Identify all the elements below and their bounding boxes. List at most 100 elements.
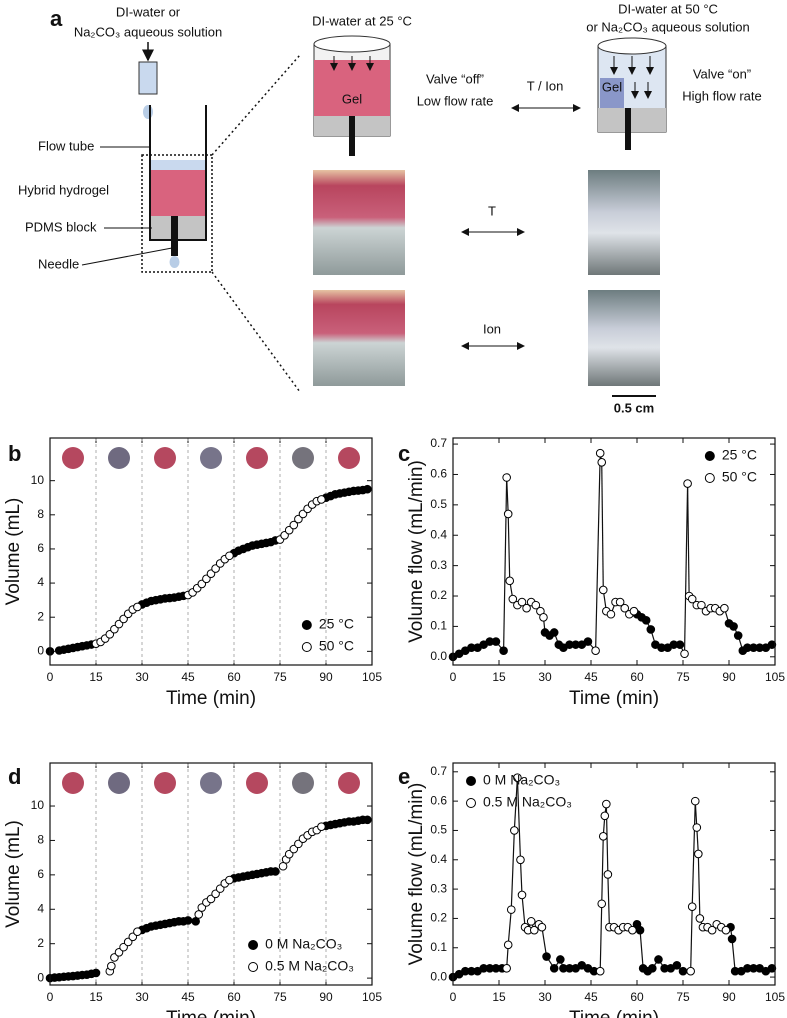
point: [503, 940, 513, 950]
point: [678, 966, 688, 976]
sample-photo: [246, 447, 268, 469]
y-tick-label: 4: [37, 901, 44, 915]
legend: 25 °C 50 °C: [704, 447, 757, 485]
point: [363, 484, 372, 494]
connector: [507, 909, 512, 945]
point: [598, 585, 608, 595]
plot-frame: [452, 437, 776, 666]
y-tick-label: 0.0: [430, 969, 447, 983]
point: [549, 963, 559, 973]
legend-label: 0 M Na₂CO₃: [265, 936, 342, 952]
point: [591, 646, 600, 656]
sample-photo: [108, 772, 130, 794]
legend-label: 25 °C: [722, 447, 757, 463]
point: [133, 927, 142, 936]
plot-frame: [49, 762, 373, 986]
point: [683, 479, 692, 488]
point: [225, 551, 234, 561]
point: [506, 905, 516, 914]
y-tick-label: 4: [37, 575, 44, 589]
x-tick-label: 105: [362, 670, 382, 684]
x-tick-label: 45: [181, 670, 195, 684]
x-tick-label: 45: [584, 990, 598, 1004]
connector: [687, 483, 690, 597]
point: [595, 966, 605, 976]
y-tick-label: 0.1: [430, 940, 447, 954]
chart: b 0 15 30 45 60 75 90 105 0 2 4 6 8 10 Time (min) Volume…: [3, 437, 382, 709]
point: [289, 520, 299, 530]
sample-photo: [62, 447, 84, 469]
point: [363, 815, 372, 825]
point: [635, 925, 645, 935]
x-tick-label: 60: [630, 670, 644, 684]
y-tick-label: 0.6: [430, 467, 447, 481]
sample-photo: [154, 447, 176, 469]
x-tick-label: 90: [722, 990, 736, 1004]
connector: [601, 836, 604, 904]
point: [687, 594, 697, 604]
panel-label: c: [398, 441, 410, 466]
photo: [313, 170, 405, 275]
connector: [516, 777, 522, 860]
point: [595, 448, 605, 458]
point: [767, 963, 777, 973]
point: [529, 925, 539, 935]
connector: [639, 930, 644, 969]
point: [194, 910, 204, 919]
state-text: High flow rate: [682, 88, 761, 103]
gel-block: [600, 78, 624, 108]
legend-marker: [248, 940, 259, 950]
x-tick-label: 0: [450, 990, 457, 1004]
y-tick-label: 0.1: [430, 619, 447, 633]
sample-photo: [246, 772, 268, 794]
point: [606, 609, 616, 619]
point: [697, 600, 706, 610]
point: [317, 822, 326, 831]
point: [675, 640, 685, 649]
part-label: Flow tube: [38, 138, 94, 153]
point: [672, 961, 682, 970]
point: [225, 875, 234, 885]
point: [513, 773, 522, 782]
drop: [169, 256, 180, 268]
x-axis-title: Time (min): [166, 688, 256, 709]
x-tick-label: 60: [227, 990, 241, 1004]
part-label: Hybrid hydrogel: [18, 182, 109, 197]
gel-label: Gel: [342, 91, 362, 106]
point: [522, 603, 531, 613]
x-tick-label: 75: [273, 990, 287, 1004]
point: [597, 458, 607, 467]
y-tick-label: 0.6: [430, 793, 447, 807]
point: [729, 622, 738, 631]
x-tick-label: 90: [319, 670, 333, 684]
point: [641, 616, 651, 625]
x-tick-label: 105: [765, 990, 785, 1004]
chart: d 0 15 30 45 60 75 90 105 0 2 4 6 8 10 Time (min) Volume…: [3, 762, 382, 1018]
point: [499, 646, 508, 656]
state-text: Valve “on”: [693, 66, 751, 81]
y-tick-label: 8: [37, 507, 44, 521]
point: [680, 649, 689, 659]
x-tick-label: 90: [319, 990, 333, 1004]
state-title: DI-water at 25 °C: [312, 13, 412, 28]
y-tick-label: 0.4: [430, 527, 447, 541]
connector: [541, 927, 548, 957]
point: [598, 832, 608, 841]
x-tick-label: 60: [227, 670, 241, 684]
point: [502, 473, 511, 482]
point: [537, 922, 547, 932]
leader: [81, 247, 173, 266]
point: [502, 963, 511, 973]
zoom-line: [211, 271, 301, 393]
gel-label: Gel: [602, 79, 622, 94]
point: [603, 870, 613, 879]
y-tick-label: 0.5: [430, 823, 447, 837]
plot-frame: [452, 762, 776, 986]
x-tick-label: 90: [722, 670, 736, 684]
legend: 25 °C 50 °C: [301, 616, 354, 654]
sample-photo: [292, 447, 314, 469]
point: [615, 597, 625, 607]
point: [600, 811, 610, 821]
connector: [696, 827, 699, 854]
